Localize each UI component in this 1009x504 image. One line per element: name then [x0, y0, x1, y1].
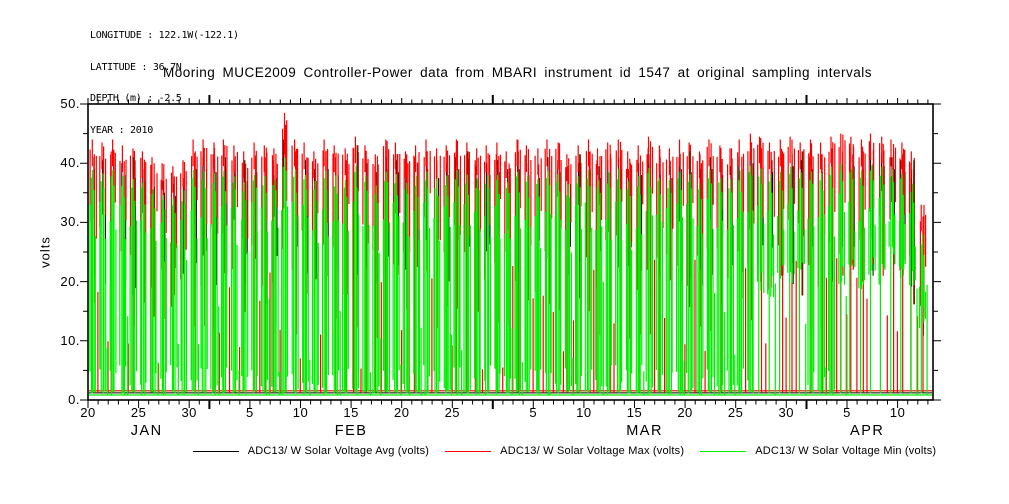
- legend-line-swatch: [445, 450, 492, 452]
- chart-title: Mooring MUCE2009 Controller-Power data f…: [162, 65, 873, 80]
- legend-line-swatch: [700, 450, 747, 452]
- month-start-ticks: [208, 95, 808, 409]
- legend-label: ADC13/ W Solar Voltage Max (volts): [500, 445, 685, 457]
- series-min-path: [89, 157, 932, 396]
- legend-label: ADC13/ W Solar Voltage Avg (volts): [247, 445, 430, 457]
- depth-text: DEPTH (m) : -2.5: [90, 93, 182, 104]
- legend-item: ADC13/ W Solar Voltage Avg (volts): [192, 445, 430, 457]
- metadata-block: LONGITUDE : 122.1W(-122.1) LATITUDE : 36…: [90, 10, 239, 157]
- year-text: YEAR : 2010: [90, 124, 153, 136]
- legend-line-swatch: [192, 450, 239, 452]
- legend-label: ADC13/ W Solar Voltage Min (volts): [755, 445, 937, 457]
- series-overlap-path: [132, 145, 915, 313]
- latitude-text: LATITUDE : 36.7N: [90, 61, 182, 73]
- axis-ticks: [80, 98, 941, 408]
- legend-item: ADC13/ W Solar Voltage Max (volts): [445, 445, 684, 457]
- y-axis-label: volts: [37, 236, 53, 268]
- longitude-text: LONGITUDE : 122.1W(-122.1): [90, 30, 239, 41]
- legend-item: ADC13/ W Solar Voltage Min (volts): [700, 445, 936, 457]
- legend: ADC13/ W Solar Voltage Avg (volts) ADC13/…: [0, 445, 1009, 457]
